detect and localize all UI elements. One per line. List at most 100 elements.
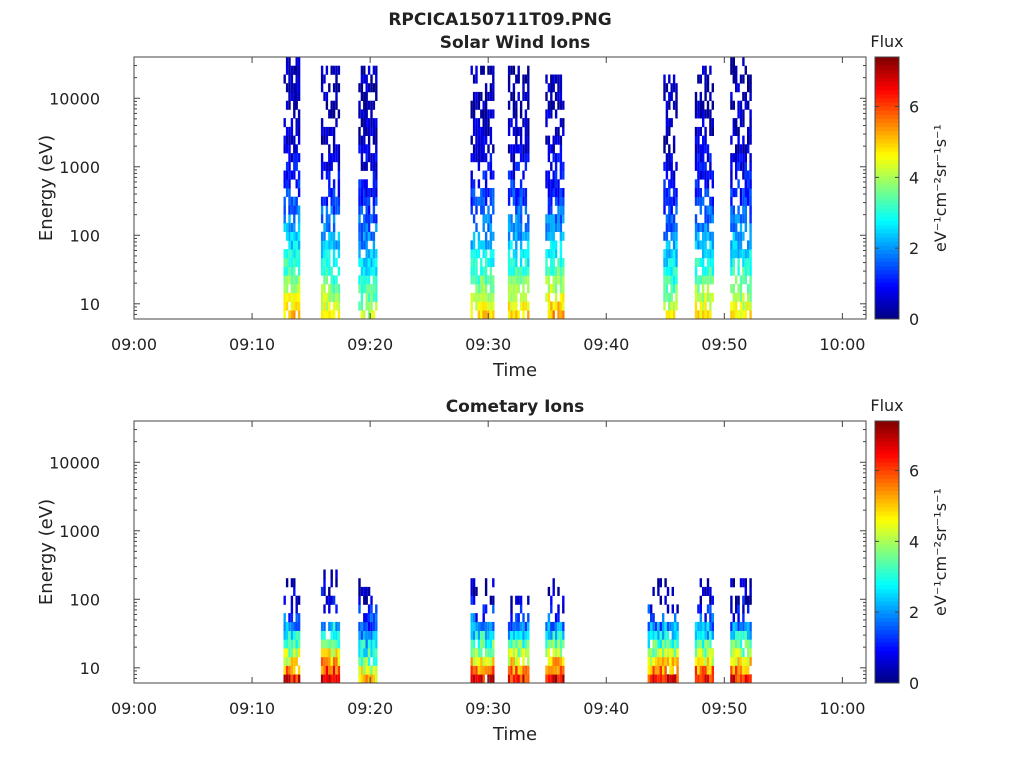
x-axis-label: Time	[492, 360, 537, 381]
heatmap-cell	[524, 621, 528, 631]
y-tick-label: 100	[69, 590, 100, 609]
heatmap-cell	[470, 170, 473, 180]
heatmap-cell	[372, 630, 376, 640]
heatmap-cell	[519, 100, 523, 110]
heatmap-cell	[519, 674, 523, 684]
heatmap-cell	[512, 674, 516, 684]
heatmap-cell	[290, 126, 294, 136]
heatmap-cell	[492, 231, 495, 241]
heatmap-cell	[512, 170, 516, 180]
heatmap-cell	[557, 188, 560, 198]
heatmap-cell	[285, 266, 289, 276]
heatmap-cell	[367, 231, 371, 241]
heatmap-cell	[730, 161, 733, 171]
heatmap-cell	[323, 569, 326, 579]
heatmap-cell	[665, 240, 669, 250]
heatmap-cell	[663, 231, 666, 241]
heatmap-cell	[711, 257, 714, 267]
colorbar-segment	[875, 625, 899, 631]
colorbar-segment	[875, 249, 899, 254]
heatmap-cell	[328, 249, 331, 259]
heatmap-cell	[507, 275, 511, 285]
heatmap-cell	[527, 240, 530, 250]
heatmap-cell	[694, 639, 698, 649]
heatmap-cell	[697, 188, 700, 198]
colorbar-segment	[875, 633, 899, 639]
heatmap-cell	[477, 656, 481, 666]
heatmap-cell	[320, 231, 324, 241]
heatmap-cell	[487, 126, 490, 136]
heatmap-cell	[557, 665, 560, 675]
heatmap-cell	[475, 126, 478, 136]
heatmap-cell	[554, 613, 558, 623]
heatmap-cell	[487, 656, 490, 666]
heatmap-cell	[744, 674, 747, 684]
heatmap-cell	[337, 310, 341, 320]
heatmap-cell	[702, 310, 705, 320]
heatmap-cell	[554, 656, 558, 666]
heatmap-cell	[487, 275, 490, 285]
heatmap-cell	[737, 135, 740, 145]
heatmap-cell	[709, 301, 712, 311]
heatmap-cell	[515, 100, 518, 110]
heatmap-cell	[470, 205, 473, 215]
heatmap-cell	[522, 153, 525, 163]
heatmap-cell	[360, 83, 364, 93]
heatmap-cell	[554, 292, 558, 302]
heatmap-cell	[557, 621, 560, 631]
heatmap-cell	[709, 275, 712, 285]
heatmap-cell	[706, 621, 710, 631]
heatmap-cell	[335, 630, 338, 640]
heatmap-cell	[554, 301, 558, 311]
heatmap-cell	[730, 188, 733, 198]
heatmap-cell	[507, 222, 511, 232]
heatmap-cell	[489, 214, 493, 224]
heatmap-cell	[699, 240, 702, 250]
heatmap-cell	[480, 109, 483, 119]
heatmap-cell	[320, 214, 324, 224]
heatmap-cell	[337, 144, 341, 154]
heatmap-cell	[711, 126, 714, 136]
heatmap-cell	[293, 656, 296, 666]
heatmap-cell	[519, 179, 523, 189]
heatmap-cell	[375, 656, 378, 666]
heatmap-cell	[709, 118, 712, 128]
heatmap-cell	[325, 595, 329, 605]
heatmap-cell	[742, 144, 745, 154]
heatmap-cell	[674, 630, 677, 640]
heatmap-cell	[552, 257, 555, 267]
heatmap-cell	[297, 91, 301, 101]
heatmap-cell	[477, 249, 481, 259]
heatmap-cell	[659, 578, 662, 588]
colorbar-segment	[875, 245, 899, 250]
heatmap-cell	[735, 292, 738, 302]
heatmap-cell	[694, 153, 698, 163]
heatmap-cell	[489, 83, 493, 93]
heatmap-cell	[375, 249, 378, 259]
heatmap-cell	[295, 249, 298, 259]
heatmap-cell	[559, 249, 563, 259]
colorbar-segment	[875, 261, 899, 267]
heatmap-cell	[484, 188, 488, 198]
heatmap-cell	[290, 630, 294, 640]
colorbar-unit-label: eV⁻¹cm⁻²sr⁻¹s⁻¹	[931, 488, 950, 616]
heatmap-cell	[747, 240, 750, 250]
heatmap-cell	[335, 196, 338, 206]
heatmap-cell	[332, 310, 336, 320]
heatmap-cell	[522, 170, 525, 180]
heatmap-cell	[295, 100, 298, 110]
colorbar-segment	[875, 85, 899, 91]
heatmap-cell	[512, 222, 516, 232]
heatmap-cell	[283, 118, 286, 128]
heatmap-cell	[297, 231, 301, 241]
heatmap-cell	[730, 604, 733, 614]
heatmap-cell	[675, 196, 678, 206]
heatmap-cell	[552, 83, 555, 93]
heatmap-cell	[739, 621, 743, 631]
heatmap-cell	[320, 656, 324, 666]
heatmap-cell	[735, 648, 738, 658]
heatmap-cell	[562, 639, 565, 649]
heatmap-cell	[328, 674, 331, 684]
heatmap-cell	[487, 144, 490, 154]
heatmap-cell	[675, 231, 678, 241]
